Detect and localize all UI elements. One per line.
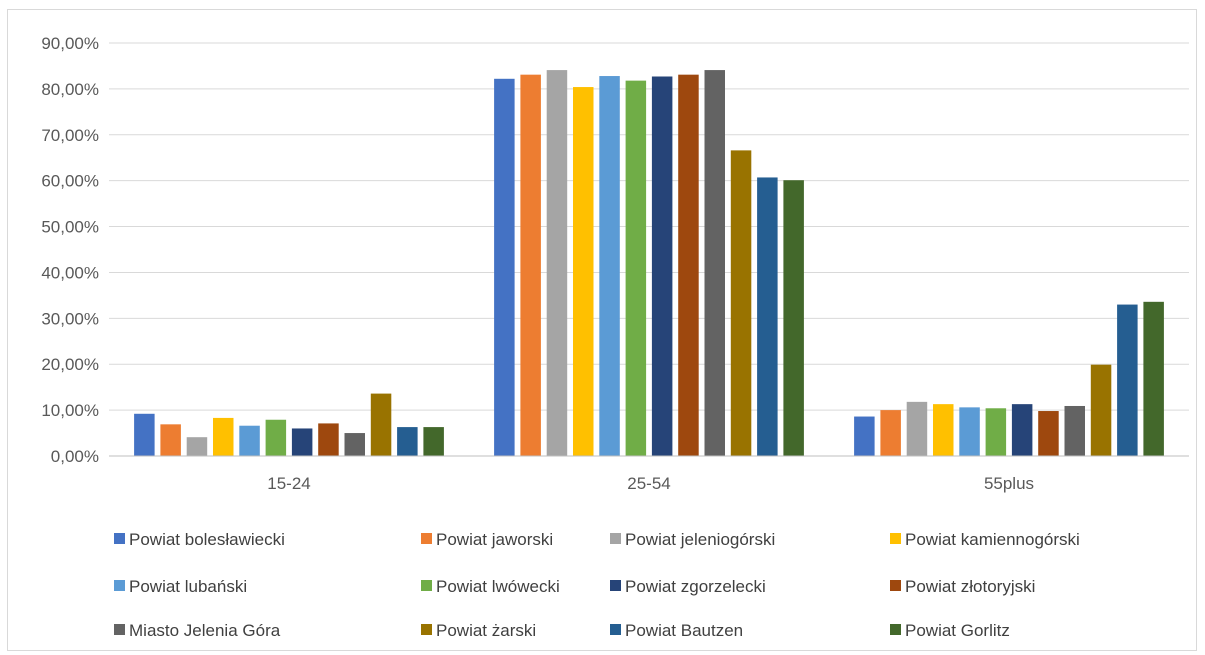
bar bbox=[520, 74, 541, 456]
y-tick-label: 0,00% bbox=[51, 447, 99, 466]
legend-label: Powiat jaworski bbox=[436, 530, 553, 549]
y-tick-label: 90,00% bbox=[41, 34, 99, 53]
bar-chart: 0,00% 10,00% 20,00% 30,00% 40,00% 50,00% 60,00… bbox=[41, 34, 1189, 640]
bar bbox=[959, 407, 980, 456]
y-tick-label: 60,00% bbox=[41, 172, 99, 191]
bar bbox=[854, 416, 875, 456]
legend-swatch bbox=[114, 533, 125, 544]
legend: Powiat bolesławiecki Powiat jaworski Powia… bbox=[114, 530, 1080, 640]
legend-label: Powiat żarski bbox=[436, 621, 536, 640]
legend-swatch bbox=[421, 533, 432, 544]
legend-swatch bbox=[421, 580, 432, 591]
legend-label: Powiat lwówecki bbox=[436, 577, 560, 596]
y-tick-label: 10,00% bbox=[41, 401, 99, 420]
bar bbox=[265, 419, 287, 456]
bar bbox=[546, 70, 568, 456]
bar bbox=[160, 424, 181, 456]
bar bbox=[213, 417, 234, 456]
bar bbox=[1143, 301, 1164, 456]
bar bbox=[1011, 404, 1033, 456]
legend-label: Powiat kamiennogórski bbox=[905, 530, 1080, 549]
legend-swatch bbox=[890, 533, 901, 544]
legend-label: Powiat lubański bbox=[129, 577, 247, 596]
bar bbox=[730, 150, 752, 456]
y-tick-label: 50,00% bbox=[41, 218, 99, 237]
legend-swatch bbox=[421, 624, 432, 635]
bar bbox=[757, 177, 778, 456]
bar bbox=[678, 74, 699, 456]
bar bbox=[651, 76, 673, 456]
x-tick-label: 25-54 bbox=[627, 474, 670, 493]
legend-label: Powiat złotoryjski bbox=[905, 577, 1035, 596]
bar bbox=[704, 70, 725, 456]
bar bbox=[783, 180, 804, 457]
gridlines bbox=[109, 42, 1189, 457]
legend-swatch bbox=[114, 624, 125, 635]
axes: 0,00% 10,00% 20,00% 30,00% 40,00% 50,00% 60,00… bbox=[41, 34, 1189, 493]
y-tick-label: 40,00% bbox=[41, 263, 99, 282]
bar bbox=[880, 410, 901, 456]
legend-label: Powiat jeleniogórski bbox=[625, 530, 775, 549]
bar bbox=[397, 427, 418, 456]
chart-frame: 0,00% 10,00% 20,00% 30,00% 40,00% 50,00% 60,00… bbox=[7, 9, 1197, 651]
x-tick-label: 15-24 bbox=[267, 474, 310, 493]
bar bbox=[1038, 411, 1059, 456]
bar bbox=[318, 423, 339, 456]
bar bbox=[1090, 364, 1112, 456]
bars bbox=[134, 70, 1164, 457]
bar bbox=[599, 76, 620, 456]
legend-swatch bbox=[114, 580, 125, 591]
legend-label: Powiat Gorlitz bbox=[905, 621, 1010, 640]
bar bbox=[134, 413, 155, 456]
x-tick-label: 55plus bbox=[984, 474, 1034, 493]
legend-label: Powiat Bautzen bbox=[625, 621, 743, 640]
y-tick-label: 70,00% bbox=[41, 126, 99, 145]
legend-swatch bbox=[610, 580, 621, 591]
legend-label: Powiat bolesławiecki bbox=[129, 530, 285, 549]
bar bbox=[933, 404, 954, 456]
bar bbox=[239, 425, 260, 456]
bar bbox=[1117, 304, 1138, 456]
legend-swatch bbox=[890, 580, 901, 591]
legend-label: Powiat zgorzelecki bbox=[625, 577, 766, 596]
y-tick-label: 30,00% bbox=[41, 309, 99, 328]
bar bbox=[573, 87, 594, 456]
bar bbox=[985, 408, 1007, 456]
bar bbox=[186, 437, 208, 456]
bar bbox=[344, 433, 365, 456]
legend-swatch bbox=[610, 624, 621, 635]
y-tick-label: 20,00% bbox=[41, 355, 99, 374]
bar bbox=[291, 428, 313, 456]
legend-label: Miasto Jelenia Góra bbox=[129, 621, 281, 640]
bar bbox=[370, 393, 392, 456]
legend-swatch bbox=[890, 624, 901, 635]
bar bbox=[625, 80, 647, 456]
legend-swatch bbox=[610, 533, 621, 544]
bar bbox=[906, 401, 928, 456]
y-tick-label: 80,00% bbox=[41, 80, 99, 99]
bar bbox=[494, 78, 515, 456]
bar bbox=[423, 427, 444, 456]
bar bbox=[1064, 405, 1085, 456]
